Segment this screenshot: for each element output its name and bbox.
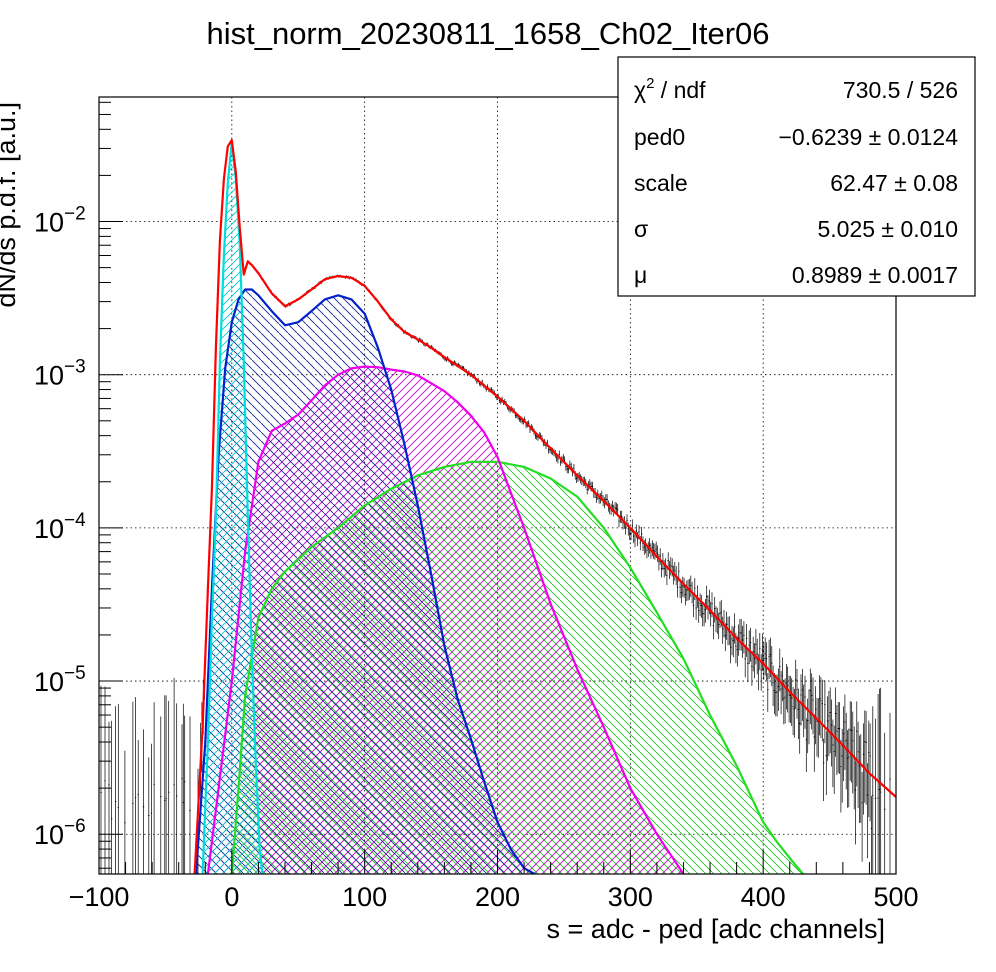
x-tick-label: −100 xyxy=(69,882,130,912)
stats-row-label: χ2 / ndf xyxy=(634,75,706,103)
stats-row-label: ped0 xyxy=(634,124,685,150)
x-tick-label: 100 xyxy=(342,882,387,912)
x-tick-label: 300 xyxy=(608,882,653,912)
stats-row-value: −0.6239 ± 0.0124 xyxy=(778,124,958,150)
curve-one-pe xyxy=(194,288,536,874)
x-axis-ticks: −100 0 100 200 300 400 500 xyxy=(69,850,919,912)
stats-row-label: σ xyxy=(634,216,648,242)
x-tick-label: 500 xyxy=(873,882,918,912)
fit-curves xyxy=(193,139,896,874)
fit-stats-box: χ2 / ndf 730.5 / 526 ped0 −0.6239 ± 0.0124 s… xyxy=(617,56,976,297)
x-axis-label: s = adc - ped [adc channels] xyxy=(547,914,885,944)
curve-three-pe xyxy=(230,460,804,874)
chart-title: hist_norm_20230811_1658_Ch02_Iter06 xyxy=(206,16,769,51)
x-tick-label: 0 xyxy=(224,882,239,912)
x-tick-label: 200 xyxy=(475,882,520,912)
stats-row-value: 0.8989 ± 0.0017 xyxy=(792,262,958,288)
y-tick-label: 10−5 xyxy=(34,663,86,697)
fill-one-pe xyxy=(196,289,535,874)
y-axis-ticks: 10−6 10−5 10−4 10−3 10−2 xyxy=(34,101,123,869)
y-tick-label: 10−3 xyxy=(34,357,86,391)
y-tick-label: 10−6 xyxy=(34,816,86,850)
stats-row-value: 730.5 / 526 xyxy=(843,77,958,103)
curve-total-fit xyxy=(193,139,896,874)
stats-row-label: scale xyxy=(634,170,688,196)
y-tick-label: 10−2 xyxy=(34,204,86,238)
stats-row-value: 5.025 ± 0.010 xyxy=(817,216,958,242)
x-tick-label: 400 xyxy=(741,882,786,912)
y-tick-label: 10−4 xyxy=(34,510,86,544)
component-fills xyxy=(196,142,804,874)
stats-row-value: 62.47 ± 0.08 xyxy=(830,170,958,196)
stats-box-frame xyxy=(617,56,976,297)
curve-two-pe xyxy=(206,365,685,874)
fill-pedestal xyxy=(202,142,263,874)
y-axis-label: dN/ds p.d.f. [a.u.] xyxy=(0,102,21,308)
stats-row-label: μ xyxy=(634,262,647,288)
